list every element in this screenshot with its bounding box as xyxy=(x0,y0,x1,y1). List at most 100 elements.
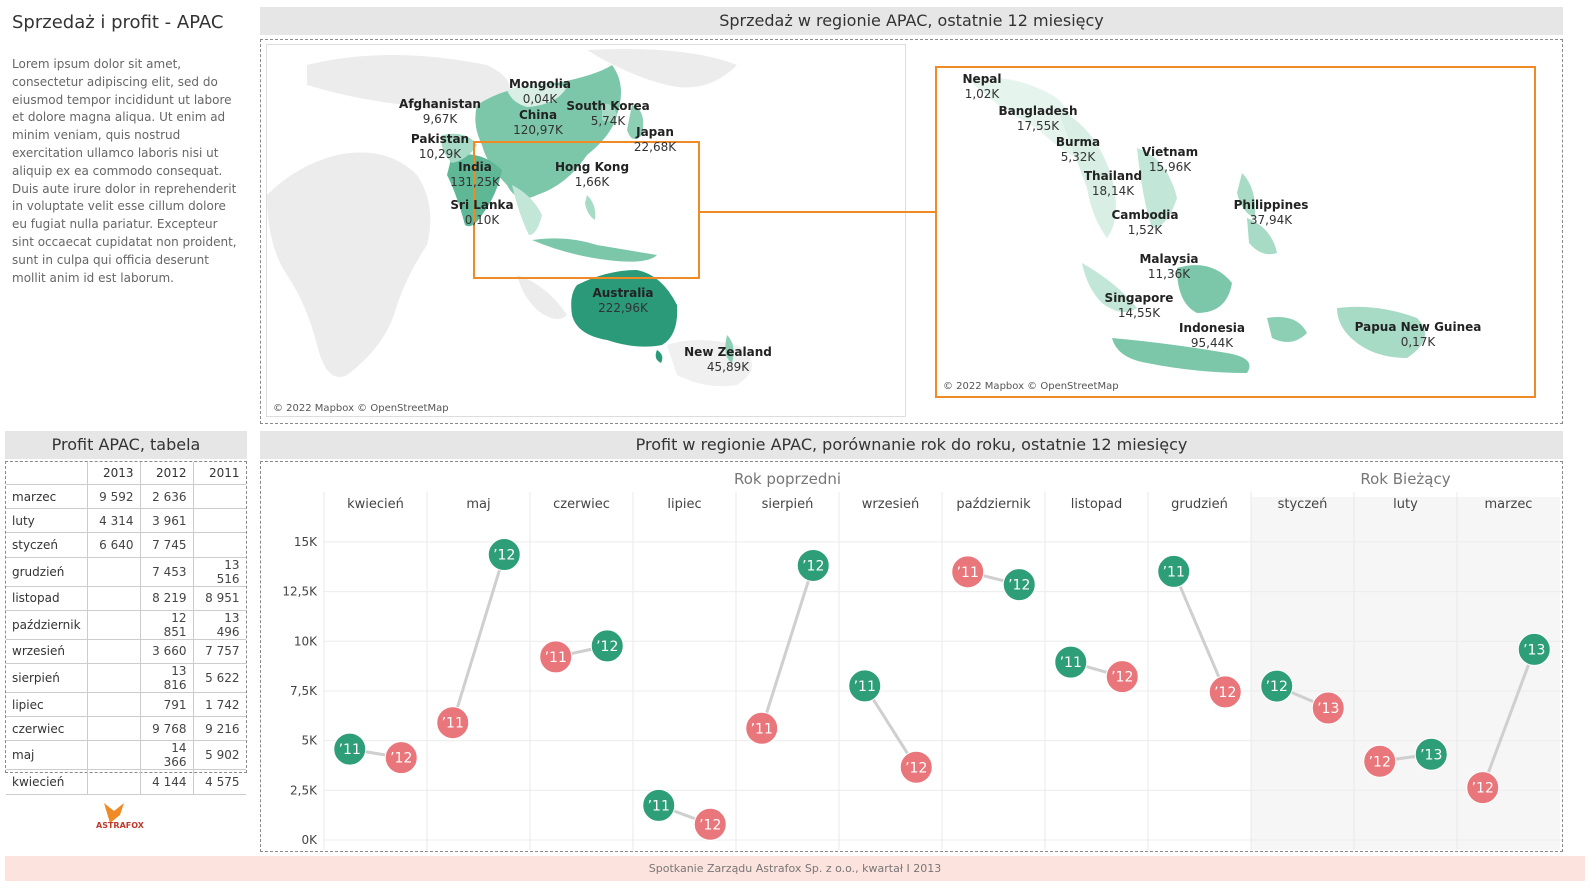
map-label-hong-kong[interactable]: Hong Kong 1,66K xyxy=(555,160,629,190)
data-point-label: ’12 xyxy=(1008,578,1030,594)
country-name: Philippines xyxy=(1233,198,1309,212)
map-label-afghanistan[interactable]: Afghanistan 9,67K xyxy=(399,97,481,127)
data-point-previous xyxy=(1466,771,1500,805)
connector-line xyxy=(451,554,506,724)
data-point-label: ’12 xyxy=(699,817,721,833)
y-tick-label: 12,5K xyxy=(282,585,318,599)
data-point-label: ’13 xyxy=(1317,701,1339,717)
row-month-label: październik xyxy=(6,610,88,640)
data-point-previous xyxy=(436,706,470,740)
country-name: Papua New Guinea xyxy=(1354,320,1482,334)
row-month-label: kwiecień xyxy=(6,769,88,795)
month-label: marzec xyxy=(1485,497,1533,512)
data-point-label: ’12 xyxy=(1214,685,1236,701)
map-label-philippines[interactable]: Philippines 37,94K xyxy=(1234,198,1309,228)
data-point-previous xyxy=(1363,744,1397,778)
month-label: lipiec xyxy=(667,497,701,512)
table-row: grudzień 7 453 13 516 xyxy=(6,557,246,587)
profit-chart: Rok poprzedni Rok Bieżący kwiecień maj czerw… xyxy=(282,470,1562,850)
map-label-bangladesh[interactable]: Bangladesh 17,55K xyxy=(998,104,1077,134)
map-label-india[interactable]: India 131,25K xyxy=(450,160,500,190)
map-label-burma[interactable]: Burma 5,32K xyxy=(1056,135,1100,165)
map-label-indonesia[interactable]: Indonesia 95,44K xyxy=(1179,321,1245,351)
column-header: 2013 xyxy=(87,462,141,485)
map-label-japan[interactable]: Japan 22,68K xyxy=(634,125,676,155)
map-label-cambodia[interactable]: Cambodia 1,52K xyxy=(1111,208,1178,238)
group-label: Rok Bieżący xyxy=(1360,470,1450,488)
zoom-map[interactable]: © 2022 Mapbox © OpenStreetMap xyxy=(935,66,1536,398)
map-label-papua-new-guinea[interactable]: Papua New Guinea 0,17K xyxy=(1355,320,1482,350)
table-row: wrzesień 3 660 7 757 xyxy=(6,639,246,664)
table-cell: 13 496 xyxy=(193,610,246,640)
map-label-vietnam[interactable]: Vietnam 15,96K xyxy=(1142,145,1198,175)
data-point-previous xyxy=(745,711,779,745)
country-sales: 0,17K xyxy=(1400,335,1436,349)
map-label-new-zealand[interactable]: New Zealand 45,89K xyxy=(684,345,772,375)
data-point-label: ’11 xyxy=(1060,655,1082,671)
country-sales: 1,66K xyxy=(574,175,610,189)
row-month-label: czerwiec xyxy=(6,716,88,742)
map-label-singapore[interactable]: Singapore 14,55K xyxy=(1105,291,1174,321)
data-point-label: ’12 xyxy=(390,751,412,767)
month-label: kwiecień xyxy=(347,497,404,512)
table-cell xyxy=(193,532,246,558)
y-tick-label: 0K xyxy=(301,833,318,847)
country-name: South Korea xyxy=(566,99,650,113)
map-label-pakistan[interactable]: Pakistan 10,29K xyxy=(411,132,469,162)
country-name: Nepal xyxy=(962,72,1002,86)
page-description: Lorem ipsum dolor sit amet, consectetur … xyxy=(12,57,237,285)
data-point-current xyxy=(642,788,676,822)
month-label: październik xyxy=(956,497,1031,512)
column-header: 2011 xyxy=(193,462,246,485)
country-sales: 5,74K xyxy=(590,114,626,128)
data-point-label: ’11 xyxy=(751,721,773,737)
row-month-label: luty xyxy=(6,508,88,534)
country-sales: 95,44K xyxy=(1190,336,1234,350)
country-sales: 131,25K xyxy=(450,175,500,189)
map-label-sri-lanka[interactable]: Sri Lanka 0,10K xyxy=(450,198,513,228)
data-point-label: ’11 xyxy=(339,742,361,758)
country-sales: 0,04K xyxy=(522,92,558,106)
data-point-label: ’12 xyxy=(596,639,618,655)
data-point-label: ’11 xyxy=(854,679,876,695)
table-cell xyxy=(87,692,141,718)
table-cell: 7 453 xyxy=(140,557,194,587)
country-sales: 9,67K xyxy=(422,112,458,126)
map-label-south-korea[interactable]: South Korea 5,74K xyxy=(566,99,649,129)
data-point-previous xyxy=(951,555,985,589)
map-label-thailand[interactable]: Thailand 18,14K xyxy=(1084,169,1142,199)
map-label-nepal[interactable]: Nepal 1,02K xyxy=(963,72,1002,102)
data-point-label: ’12 xyxy=(1111,670,1133,686)
table-row: kwiecień 4 144 4 575 xyxy=(6,769,246,795)
map-label-australia[interactable]: Australia 222,96K xyxy=(592,286,653,316)
map-label-china[interactable]: China 120,97K xyxy=(513,108,563,138)
table-cell: 7 745 xyxy=(140,532,194,558)
column-header: 2012 xyxy=(140,462,194,485)
map-label-mongolia[interactable]: Mongolia 0,04K xyxy=(509,77,571,107)
country-sales: 45,89K xyxy=(706,360,750,374)
country-sales: 0,10K xyxy=(464,213,500,227)
row-month-label: grudzień xyxy=(6,557,88,587)
country-name: Burma xyxy=(1055,135,1101,149)
table-cell: 13 516 xyxy=(193,557,246,587)
country-sales: 5,32K xyxy=(1060,150,1096,164)
table-cell: 2 636 xyxy=(140,484,194,510)
group-label: Rok poprzedni xyxy=(734,470,841,488)
data-point-previous xyxy=(899,750,933,784)
map-label-malaysia[interactable]: Malaysia 11,36K xyxy=(1139,252,1198,282)
data-point-previous xyxy=(1311,691,1345,725)
row-month-label: styczeń xyxy=(6,532,88,558)
table-row: maj 14 366 5 902 xyxy=(6,740,246,771)
chart-title: Profit w regionie APAC, porównanie rok d… xyxy=(260,431,1563,459)
row-month-label: listopad xyxy=(6,586,88,611)
country-name: Indonesia xyxy=(1179,321,1245,335)
table-cell xyxy=(87,557,141,587)
month-label: sierpień xyxy=(762,497,814,512)
data-point-previous xyxy=(384,741,418,775)
main-map[interactable]: © 2022 Mapbox © OpenStreetMap xyxy=(266,44,906,417)
country-name: China xyxy=(518,108,558,122)
country-name: Cambodia xyxy=(1111,208,1179,222)
data-point-label: ’11 xyxy=(648,798,670,814)
table-cell xyxy=(87,740,141,771)
data-point-label: ’11 xyxy=(442,716,464,732)
